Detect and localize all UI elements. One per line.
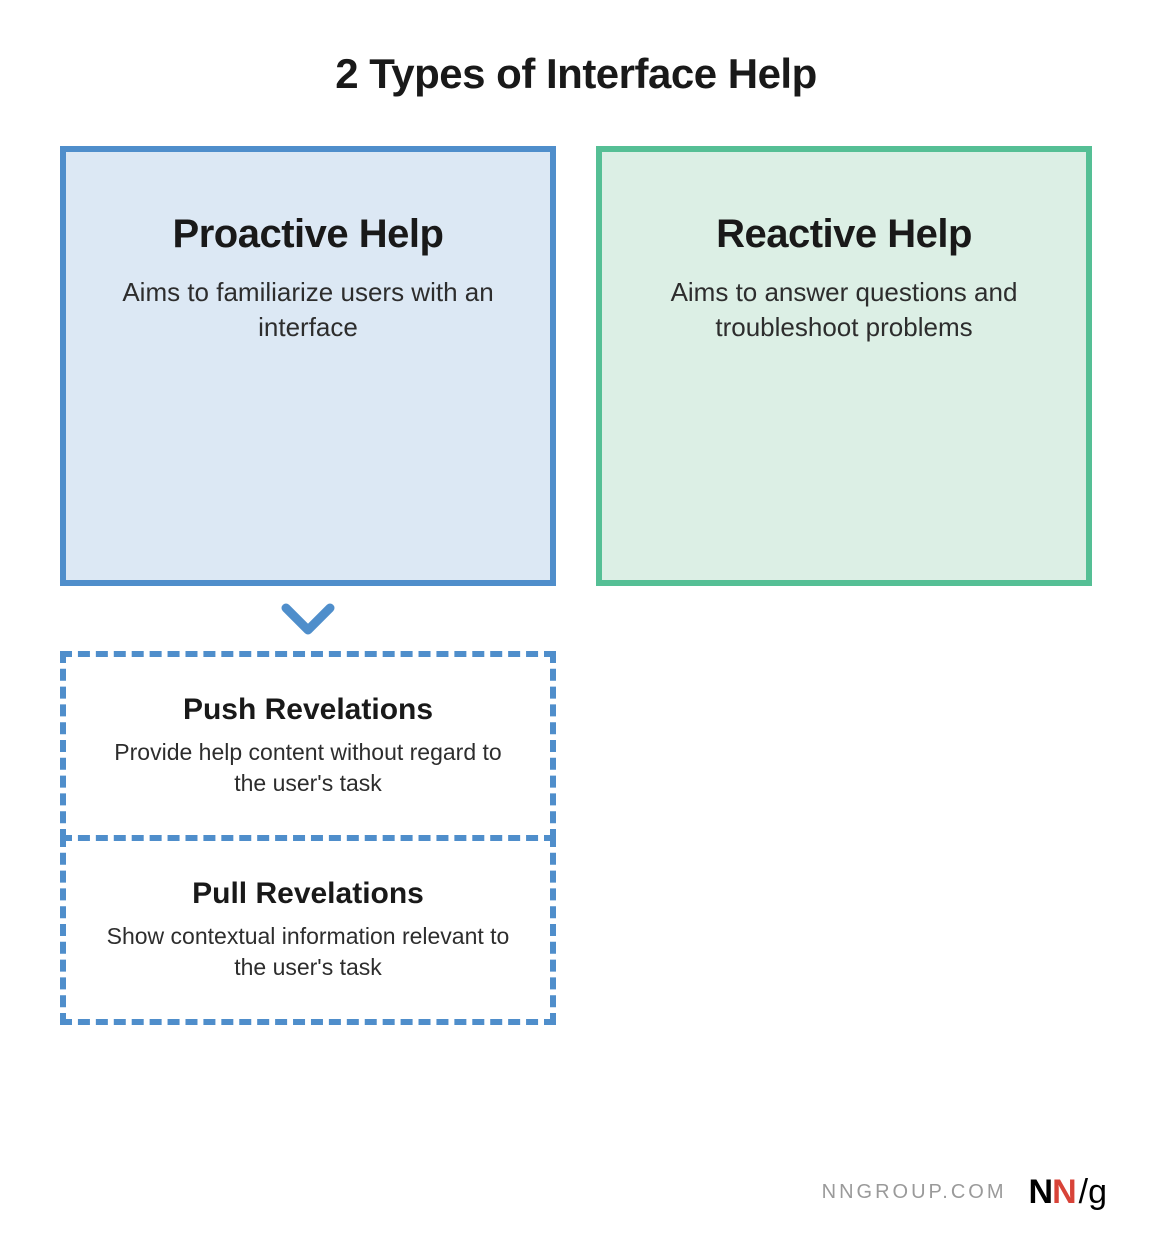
logo-n2: N — [1052, 1173, 1076, 1211]
logo-slash: / — [1079, 1173, 1087, 1211]
pull-title: Pull Revelations — [96, 877, 520, 911]
diagram-container: 2 Types of Interface Help Proactive Help… — [0, 0, 1152, 1025]
top-row: Proactive Help Aims to familiarize users… — [60, 146, 1092, 586]
logo-n1: N — [1029, 1173, 1053, 1211]
page-title: 2 Types of Interface Help — [60, 50, 1092, 98]
logo-g: g — [1088, 1173, 1106, 1211]
nng-logo: NN/g — [1029, 1173, 1107, 1212]
push-title: Push Revelations — [96, 693, 520, 727]
push-desc: Provide help content without regard to t… — [96, 737, 520, 799]
revelations-group: Push Revelations Provide help content wi… — [60, 651, 556, 1025]
arrow-down — [60, 600, 556, 647]
proactive-title: Proactive Help — [106, 212, 510, 257]
reactive-title: Reactive Help — [642, 212, 1046, 257]
footer-url: NNGROUP.COM — [822, 1181, 1007, 1204]
pull-revelations-box: Pull Revelations Show contextual informa… — [60, 835, 556, 1025]
chevron-down-icon — [278, 600, 338, 642]
reactive-help-box: Reactive Help Aims to answer questions a… — [596, 146, 1092, 586]
push-revelations-box: Push Revelations Provide help content wi… — [60, 651, 556, 841]
reactive-desc: Aims to answer questions and troubleshoo… — [642, 275, 1046, 345]
pull-desc: Show contextual information relevant to … — [96, 921, 520, 983]
proactive-help-box: Proactive Help Aims to familiarize users… — [60, 146, 556, 586]
proactive-desc: Aims to familiarize users with an interf… — [106, 275, 510, 345]
footer: NNGROUP.COM NN/g — [822, 1173, 1106, 1212]
